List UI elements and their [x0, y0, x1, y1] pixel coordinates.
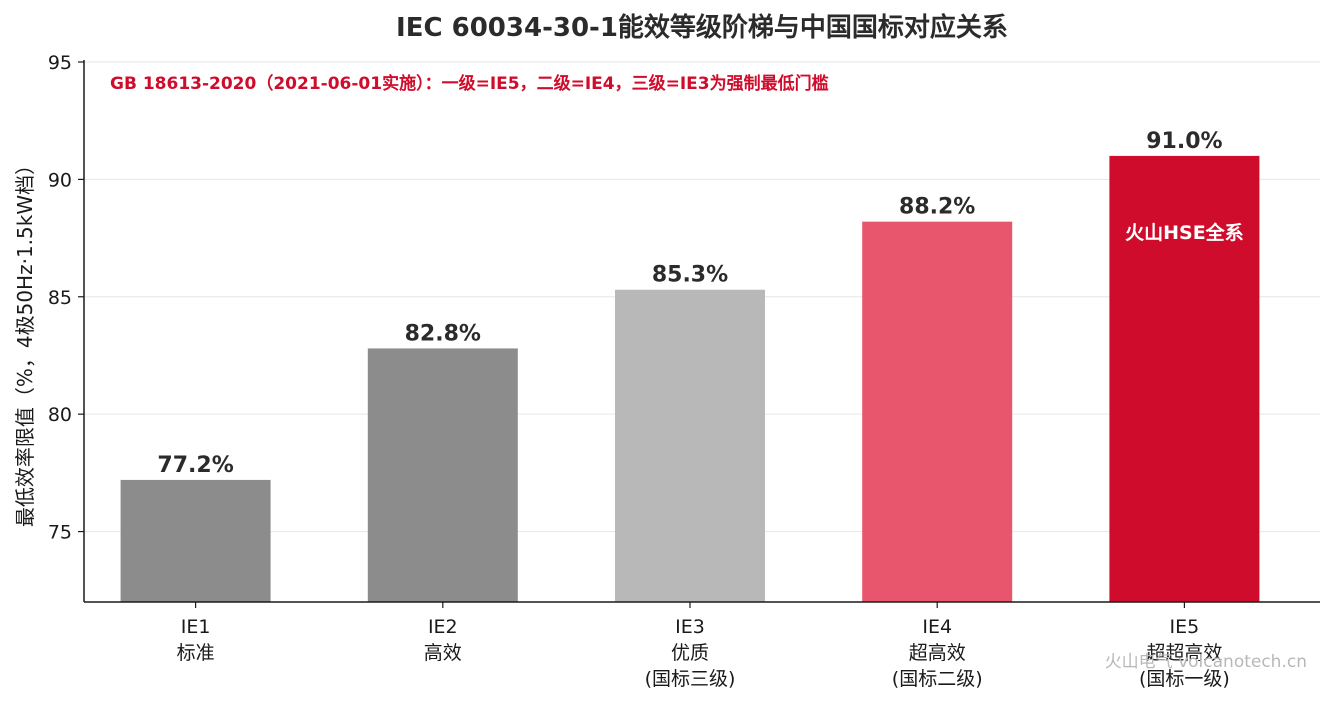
- chart-title: IEC 60034-30-1能效等级阶梯与中国国标对应关系: [396, 12, 1008, 43]
- y-tick-label: 75: [48, 522, 72, 544]
- bar-ie2: [367, 348, 518, 602]
- axes: [83, 60, 1320, 603]
- value-label: 82.8%: [405, 321, 481, 346]
- x-tick-label: 优质: [671, 642, 709, 664]
- y-tick-label: 95: [48, 52, 72, 74]
- x-tick-label: IE3: [675, 616, 705, 638]
- x-tick-label: IE2: [428, 616, 458, 638]
- y-tick-label: 90: [48, 169, 72, 191]
- bar-ie4: [862, 221, 1013, 603]
- x-tick-label: IE5: [1170, 616, 1200, 638]
- x-tick-label: 标准: [177, 642, 215, 664]
- x-tick-labels: IE1 标准 IE2 高效 IE3 优质 (国标三级) IE4 超高效 (国标二级) IE5 超超高效…: [177, 602, 1230, 690]
- y-tick-labels: 75 80 85 90 95: [48, 52, 84, 544]
- x-tick-label: (国标三级): [645, 668, 736, 690]
- bar-ie1: [120, 479, 271, 602]
- x-tick-label: (国标一级): [1139, 668, 1230, 690]
- watermark: 火山电气 volcanotech.cn: [1105, 652, 1307, 672]
- y-axis-label: 最低效率限值（%，4极50Hz·1.5kW档）: [13, 155, 37, 527]
- y-tick-label: 85: [48, 287, 72, 309]
- x-tick-label: 高效: [424, 642, 462, 664]
- data-labels: 77.2% 82.8% 85.3% 88.2% 91.0% 火山HSE全系: [157, 129, 1243, 478]
- x-tick-label: IE4: [922, 616, 952, 638]
- value-label: 85.3%: [652, 263, 728, 288]
- value-label: 88.2%: [899, 195, 975, 220]
- bar-ie5: [1109, 155, 1260, 603]
- x-tick-label: (国标二级): [892, 668, 983, 690]
- bar-ie3: [615, 289, 765, 602]
- y-tick-label: 80: [48, 404, 72, 426]
- in-bar-annotation: 火山HSE全系: [1125, 221, 1244, 244]
- bars: [120, 155, 1260, 603]
- value-label: 91.0%: [1146, 129, 1222, 154]
- x-tick-label: 超超高效: [1146, 642, 1222, 664]
- x-tick-label: 超高效: [909, 642, 966, 664]
- x-tick-label: IE1: [181, 616, 211, 638]
- value-label: 77.2%: [157, 453, 233, 478]
- standard-note: GB 18613-2020（2021-06-01实施）：一级=IE5，二级=IE…: [110, 73, 829, 94]
